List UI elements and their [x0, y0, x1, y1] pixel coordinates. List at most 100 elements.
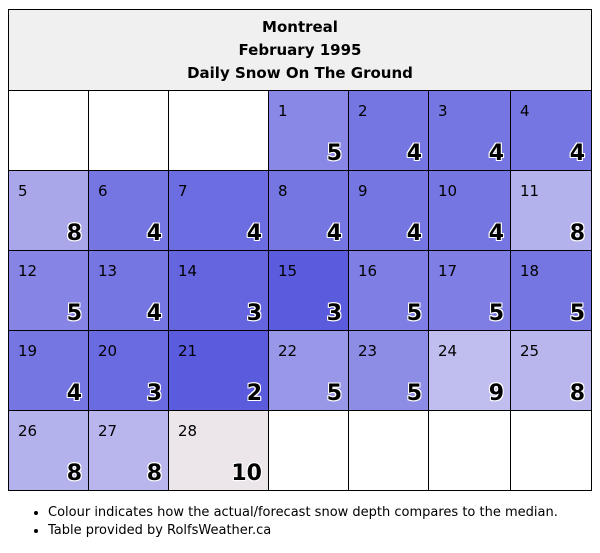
snow-depth-value: 5	[326, 381, 342, 406]
snow-depth-value: 5	[406, 381, 422, 406]
day-number: 13	[98, 262, 118, 280]
empty-cell	[269, 411, 349, 490]
day-number: 9	[358, 182, 368, 200]
empty-cell	[9, 91, 89, 171]
empty-cell	[511, 411, 591, 490]
snow-depth-value: 4	[569, 141, 585, 166]
snow-depth-value: 5	[66, 301, 82, 326]
day-cell: 27 8	[89, 411, 169, 490]
day-cell: 10 4	[429, 171, 511, 251]
day-cell: 14 3	[169, 251, 269, 331]
day-number: 17	[438, 262, 458, 280]
snow-depth-value: 5	[406, 301, 422, 326]
day-number: 10	[438, 182, 458, 200]
empty-cell	[429, 411, 511, 490]
day-number: 3	[438, 102, 448, 120]
day-number: 18	[520, 262, 540, 280]
day-cell: 22 5	[269, 331, 349, 411]
empty-cell	[349, 411, 429, 490]
snow-depth-value: 3	[246, 301, 262, 326]
day-number: 20	[98, 342, 118, 360]
day-number: 19	[18, 342, 38, 360]
calendar-subtitle: Daily Snow On The Ground	[187, 64, 413, 82]
day-number: 23	[358, 342, 378, 360]
day-cell: 25 8	[511, 331, 591, 411]
day-cell: 15 3	[269, 251, 349, 331]
snow-depth-value: 4	[326, 221, 342, 246]
day-number: 2	[358, 102, 368, 120]
snow-depth-value: 8	[146, 461, 162, 486]
snow-depth-value: 4	[66, 381, 82, 406]
snow-depth-value: 4	[146, 221, 162, 246]
snow-depth-value: 4	[488, 141, 504, 166]
day-number: 27	[98, 422, 118, 440]
day-number: 26	[18, 422, 38, 440]
snow-depth-value: 5	[326, 141, 342, 166]
day-cell: 18 5	[511, 251, 591, 331]
day-number: 5	[18, 182, 28, 200]
calendar-header: Montreal February 1995 Daily Snow On The…	[9, 10, 591, 91]
day-number: 24	[438, 342, 458, 360]
snow-depth-value: 4	[246, 221, 262, 246]
day-cell: 12 5	[9, 251, 89, 331]
day-cell: 13 4	[89, 251, 169, 331]
snow-depth-value: 8	[66, 221, 82, 246]
snow-calendar: Montreal February 1995 Daily Snow On The…	[8, 9, 592, 491]
snow-depth-value: 4	[488, 221, 504, 246]
notes-list: Colour indicates how the actual/forecast…	[30, 504, 558, 540]
day-cell: 26 8	[9, 411, 89, 490]
day-cell: 17 5	[429, 251, 511, 331]
day-number: 22	[278, 342, 298, 360]
day-cell: 21 2	[169, 331, 269, 411]
snow-depth-value: 2	[246, 381, 262, 406]
snow-depth-value: 5	[569, 301, 585, 326]
day-number: 8	[278, 182, 288, 200]
snow-depth-value: 8	[569, 221, 585, 246]
snow-depth-value: 3	[146, 381, 162, 406]
snow-depth-value: 8	[66, 461, 82, 486]
day-number: 14	[178, 262, 198, 280]
note-source: Table provided by RolfsWeather.ca	[48, 522, 558, 540]
day-number: 12	[18, 262, 38, 280]
note-colour-legend: Colour indicates how the actual/forecast…	[48, 504, 558, 522]
day-cell: 11 8	[511, 171, 591, 251]
snow-depth-value: 10	[231, 461, 262, 486]
snow-depth-value: 5	[488, 301, 504, 326]
day-number: 11	[520, 182, 540, 200]
snow-depth-value: 4	[406, 221, 422, 246]
empty-cell	[89, 91, 169, 171]
snow-depth-value: 8	[569, 381, 585, 406]
day-number: 25	[520, 342, 540, 360]
day-cell: 28 10	[169, 411, 269, 490]
day-number: 15	[278, 262, 298, 280]
day-cell: 23 5	[349, 331, 429, 411]
day-number: 1	[278, 102, 288, 120]
month-title: February 1995	[238, 41, 362, 59]
day-number: 4	[520, 102, 530, 120]
day-cell: 20 3	[89, 331, 169, 411]
empty-cell	[169, 91, 269, 171]
snow-depth-value: 3	[326, 301, 342, 326]
day-cell: 16 5	[349, 251, 429, 331]
day-cell: 24 9	[429, 331, 511, 411]
day-number: 7	[178, 182, 188, 200]
day-number: 16	[358, 262, 378, 280]
day-number: 6	[98, 182, 108, 200]
day-number: 21	[178, 342, 198, 360]
calendar-grid: 1 5 2 4 3 4 4 4 5 8 6 4 7 4 8 4 9 4 10 4 11 8 12 5 13 4 14 3 15 3 16 5 1…	[9, 91, 591, 490]
snow-depth-value: 9	[488, 381, 504, 406]
snow-depth-value: 4	[406, 141, 422, 166]
day-number: 28	[178, 422, 198, 440]
city-title: Montreal	[262, 18, 338, 36]
snow-depth-value: 4	[146, 301, 162, 326]
day-cell: 19 4	[9, 331, 89, 411]
